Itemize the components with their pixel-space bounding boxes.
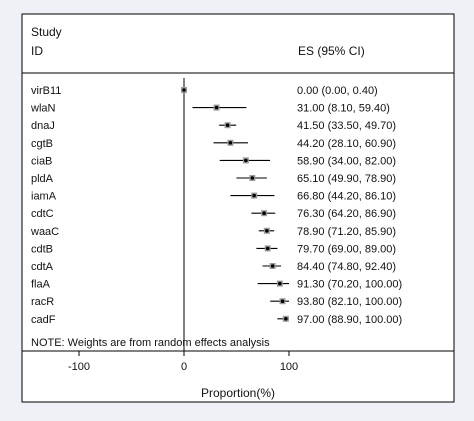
study-label: cdtA [31, 261, 54, 273]
study-label: iamA [31, 191, 57, 203]
es-value: 65.10 (49.90, 78.90) [297, 173, 396, 185]
x-axis-ticks: -100 0 100 [68, 351, 298, 373]
estimate-point [225, 123, 230, 127]
study-row-waaC: waaC 78.90 (71.20, 85.90) [30, 226, 396, 238]
study-row-wlaN: wlaN 31.00 (8.10, 59.40) [30, 103, 390, 115]
study-label: virB11 [31, 85, 61, 97]
study-row-iamA: iamA 66.80 (44.20, 86.10) [31, 191, 396, 203]
estimate-point [244, 158, 248, 163]
study-label: flaA [31, 279, 51, 291]
x-tick-label: 100 [280, 361, 298, 373]
study-row-cdtB: cdtB 79.70 (69.00, 89.00) [31, 243, 396, 255]
es-value: 84.40 (74.80, 92.40) [297, 261, 396, 273]
study-row-flaA: flaA 91.30 (70.20, 100.00) [31, 279, 402, 291]
study-label: pldA [31, 173, 54, 185]
es-value: 93.80 (82.10, 100.00) [297, 296, 402, 308]
es-value: 0.00 (0.00, 0.40) [297, 85, 378, 97]
estimate-point [265, 229, 269, 233]
plot-panel [22, 14, 454, 402]
x-tick-label: 0 [181, 361, 187, 373]
es-value: 44.20 (28.10, 60.90) [297, 138, 396, 150]
estimate-point [250, 176, 255, 180]
header-study: Study [31, 25, 62, 39]
es-value: 76.30 (64.20, 86.90) [297, 208, 396, 220]
plot-frame [21, 13, 455, 403]
study-row-pldA: pldA 65.10 (49.90, 78.90) [31, 173, 396, 185]
study-row-cdtA: cdtA 84.40 (74.80, 92.40) [31, 261, 396, 273]
study-label: cdtC [31, 208, 54, 220]
estimate-point [284, 317, 288, 321]
es-value: 66.80 (44.20, 86.10) [297, 191, 396, 203]
x-axis-title: Proportion(%) [201, 386, 275, 400]
study-rows: virB11 0.00 (0.00, 0.40) wlaN 31.00 (8.10, … [30, 85, 402, 326]
estimate-point [182, 88, 186, 92]
es-value: 97.00 (88.90, 100.00) [297, 314, 402, 326]
study-label: ciaB [31, 155, 52, 167]
study-row-virB11: virB11 0.00 (0.00, 0.40) [31, 85, 378, 97]
study-label: cgtB [31, 138, 53, 150]
estimate-point [252, 193, 256, 198]
es-value: 79.70 (69.00, 89.00) [297, 243, 396, 255]
study-label: cadF [31, 314, 56, 326]
es-value: 58.90 (34.00, 82.00) [297, 155, 396, 167]
estimate-point [280, 299, 285, 304]
study-label: dnaJ [31, 120, 55, 132]
header-es: ES (95% CI) [298, 44, 365, 58]
study-row-dnaJ: dnaJ 41.50 (33.50, 49.70) [31, 120, 396, 132]
study-label: racR [31, 296, 54, 308]
x-tick-label: -100 [68, 361, 90, 373]
estimate-point [214, 105, 219, 110]
study-row-racR: racR 93.80 (82.10, 100.00) [31, 296, 402, 308]
study-label: wlaN [30, 103, 56, 115]
study-label: waaC [30, 226, 59, 238]
study-row-cgtB: cgtB 44.20 (28.10, 60.90) [31, 138, 396, 150]
estimate-point [265, 246, 270, 251]
header-id: ID [31, 44, 43, 58]
estimate-point [278, 281, 282, 286]
study-row-cadF: cadF 97.00 (88.90, 100.00) [31, 314, 402, 326]
es-value: 91.30 (70.20, 100.00) [297, 279, 402, 291]
es-value: 31.00 (8.10, 59.40) [297, 103, 390, 115]
note-text: NOTE: Weights are from random effects an… [31, 337, 270, 349]
es-value: 78.90 (71.20, 85.90) [297, 226, 396, 238]
estimate-point [228, 141, 233, 145]
estimate-point [270, 264, 275, 268]
study-label: cdtB [31, 243, 53, 255]
es-value: 41.50 (33.50, 49.70) [297, 120, 396, 132]
estimate-point [262, 211, 266, 215]
study-row-ciaB: ciaB 58.90 (34.00, 82.00) [31, 155, 396, 167]
study-row-cdtC: cdtC 76.30 (64.20, 86.90) [31, 208, 396, 220]
